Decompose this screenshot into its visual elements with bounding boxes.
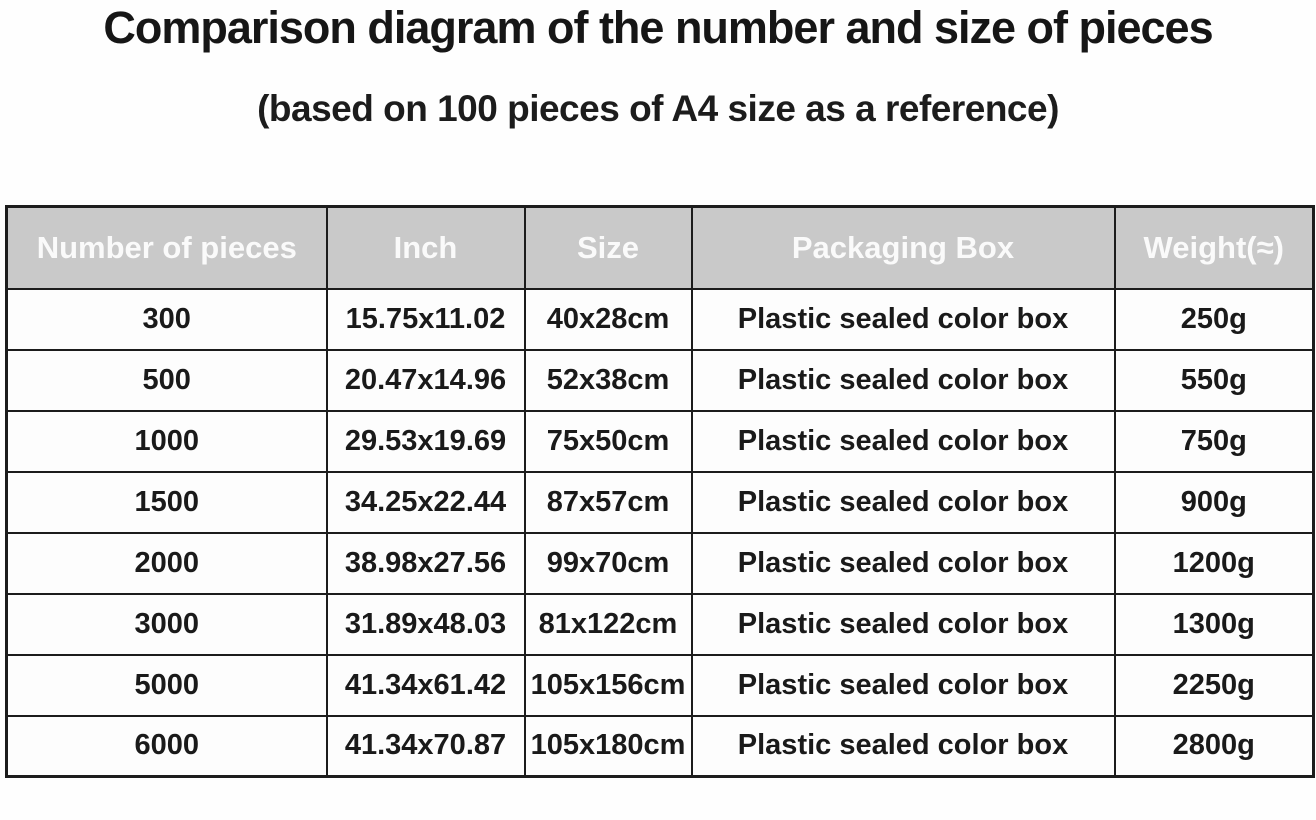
page-title: Comparison diagram of the number and siz… bbox=[103, 2, 1213, 53]
table-cell: 34.25x22.44 bbox=[325, 470, 526, 534]
table-cell: 1300g bbox=[1113, 592, 1315, 656]
column-header-weight: Weight(≈) bbox=[1113, 205, 1315, 290]
table-cell: 750g bbox=[1113, 409, 1315, 473]
table-cell: 41.34x61.42 bbox=[325, 653, 526, 717]
table-cell: 2250g bbox=[1113, 653, 1315, 717]
table-row: 6000 41.34x70.87 105x180cm Plastic sealed c… bbox=[5, 714, 1315, 778]
table-cell: 550g bbox=[1113, 348, 1315, 412]
table-cell: 81x122cm bbox=[523, 592, 693, 656]
table-cell: 1500 bbox=[5, 470, 328, 534]
table-cell: 38.98x27.56 bbox=[325, 531, 526, 595]
table-row: 3000 31.89x48.03 81x122cm Plastic sealed co… bbox=[5, 592, 1315, 656]
table-row: 300 15.75x11.02 40x28cm Plastic sealed colo… bbox=[5, 287, 1315, 351]
table-cell: Plastic sealed color box bbox=[690, 653, 1116, 717]
table-cell: 87x57cm bbox=[523, 470, 693, 534]
table-cell: Plastic sealed color box bbox=[690, 348, 1116, 412]
table-cell: 52x38cm bbox=[523, 348, 693, 412]
table-cell: 3000 bbox=[5, 592, 328, 656]
table-row: 2000 38.98x27.56 99x70cm Plastic sealed col… bbox=[5, 531, 1315, 595]
table-row: 5000 41.34x61.42 105x156cm Plastic sealed c… bbox=[5, 653, 1315, 717]
table-cell: 99x70cm bbox=[523, 531, 693, 595]
table-cell: 300 bbox=[5, 287, 328, 351]
table-cell: 20.47x14.96 bbox=[325, 348, 526, 412]
table-body: 300 15.75x11.02 40x28cm Plastic sealed colo… bbox=[5, 287, 1315, 778]
column-header-inch: Inch bbox=[325, 205, 526, 290]
table-cell: Plastic sealed color box bbox=[690, 592, 1116, 656]
table-cell: 41.34x70.87 bbox=[325, 714, 526, 778]
page-subtitle: (based on 100 pieces of A4 size as a ref… bbox=[257, 88, 1059, 129]
table-cell: 900g bbox=[1113, 470, 1315, 534]
table-row: 500 20.47x14.96 52x38cm Plastic sealed colo… bbox=[5, 348, 1315, 412]
table-row: 1000 29.53x19.69 75x50cm Plastic sealed col… bbox=[5, 409, 1315, 473]
table-cell: 29.53x19.69 bbox=[325, 409, 526, 473]
table-row: 1500 34.25x22.44 87x57cm Plastic sealed col… bbox=[5, 470, 1315, 534]
table-cell: 5000 bbox=[5, 653, 328, 717]
column-header-packaging-box: Packaging Box bbox=[690, 205, 1116, 290]
table-cell: 6000 bbox=[5, 714, 328, 778]
table-cell: 40x28cm bbox=[523, 287, 693, 351]
table-cell: 31.89x48.03 bbox=[325, 592, 526, 656]
comparison-table: Number of pieces Inch Size Packaging Box… bbox=[5, 205, 1315, 778]
table-cell: 15.75x11.02 bbox=[325, 287, 526, 351]
table-cell: 105x156cm bbox=[523, 653, 693, 717]
table-cell: 2800g bbox=[1113, 714, 1315, 778]
table-cell: Plastic sealed color box bbox=[690, 287, 1116, 351]
table-cell: Plastic sealed color box bbox=[690, 409, 1116, 473]
table-header-row: Number of pieces Inch Size Packaging Box… bbox=[5, 205, 1315, 290]
column-header-size: Size bbox=[523, 205, 693, 290]
table-cell: 105x180cm bbox=[523, 714, 693, 778]
table-cell: 1200g bbox=[1113, 531, 1315, 595]
table-cell: Plastic sealed color box bbox=[690, 531, 1116, 595]
column-header-number-of-pieces: Number of pieces bbox=[5, 205, 328, 290]
table-cell: 2000 bbox=[5, 531, 328, 595]
table-cell: 75x50cm bbox=[523, 409, 693, 473]
table-cell: 500 bbox=[5, 348, 328, 412]
table-cell: 1000 bbox=[5, 409, 328, 473]
table-cell: Plastic sealed color box bbox=[690, 714, 1116, 778]
table-cell: Plastic sealed color box bbox=[690, 470, 1116, 534]
table-cell: 250g bbox=[1113, 287, 1315, 351]
